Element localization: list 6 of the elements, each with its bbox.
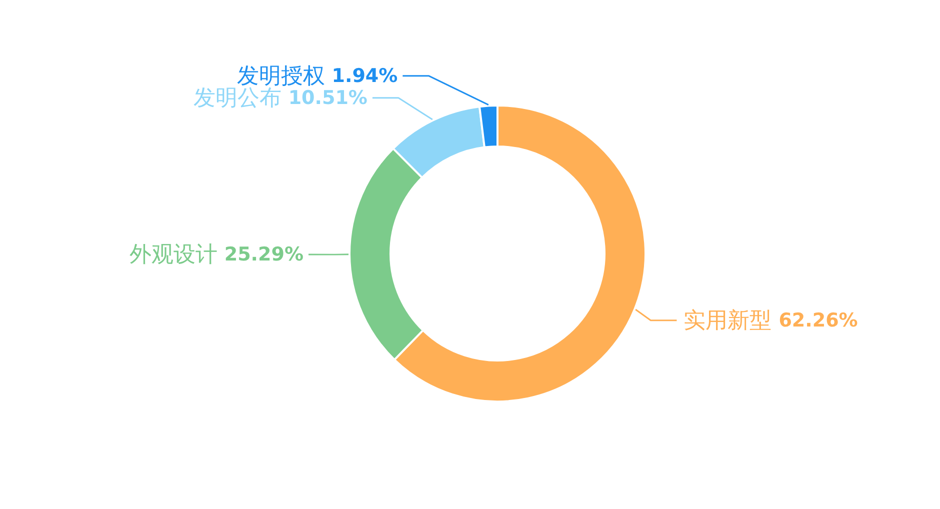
data-label: 62.26%	[778, 309, 858, 332]
slice-label: 实用新型	[684, 308, 772, 333]
data-label: 10.51%	[288, 86, 368, 109]
slice-label: 外观设计	[129, 242, 218, 268]
data-label: 25.29%	[224, 244, 304, 266]
data-label: 1.94%	[332, 64, 398, 87]
